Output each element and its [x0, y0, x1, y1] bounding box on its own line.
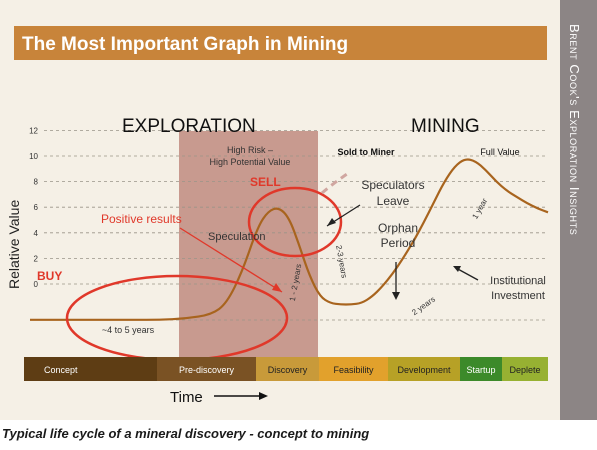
speculators-arrowhead	[327, 218, 336, 226]
phase-label: Discovery	[268, 365, 308, 375]
annotation-label: Positive results	[101, 212, 182, 226]
annotation-label: BUY	[37, 269, 62, 283]
annotation-label: High Potential Value	[210, 157, 291, 167]
title-bar	[14, 26, 547, 60]
annotation-label: Leave	[377, 194, 410, 208]
chart-title: The Most Important Graph in Mining	[22, 34, 348, 55]
phase-label: Development	[397, 365, 451, 375]
annotation-label: Institutional	[490, 275, 546, 287]
annotation-label: Orphan	[378, 221, 418, 235]
y-axis-ticks: 12 10 8 6 4 2 0	[29, 126, 38, 289]
annotation-label: Speculation	[208, 231, 266, 243]
sell-ellipse	[247, 186, 343, 258]
y-tick-label: 8	[34, 178, 39, 187]
y-axis-title: Relative Value	[6, 200, 22, 289]
high-risk-zone	[179, 131, 318, 357]
annotation-arrows	[179, 204, 479, 300]
y-tick-label: 12	[29, 126, 38, 135]
orphan-arrowhead	[392, 292, 400, 300]
phase-label: Concept	[44, 365, 78, 375]
section-header-mining: MINING	[411, 116, 480, 137]
annotation-label: ~4 to 5 years	[102, 325, 155, 335]
positive-results-arrowhead	[272, 283, 282, 292]
positive-results-arrow	[179, 227, 283, 293]
phase-segment	[319, 357, 388, 381]
phase-segment	[502, 357, 548, 381]
y-tick-label: 10	[29, 152, 38, 161]
phase-label: Startup	[466, 365, 495, 375]
y-tick-label: 2	[34, 254, 39, 263]
sell-dashed-arrow	[321, 170, 351, 195]
side-title: Brent Cook's Exploration Insights	[567, 24, 582, 235]
x-axis-title: Time	[170, 389, 203, 406]
phase-segment	[24, 357, 157, 381]
annotation-label: Period	[381, 236, 416, 250]
phase-segment	[460, 357, 502, 381]
y-tick-label: 6	[34, 203, 39, 212]
phase-label: Pre-discovery	[179, 365, 235, 375]
annotation-label: Speculators	[361, 178, 424, 192]
side-bar	[560, 0, 597, 420]
y-tick-label: 0	[34, 280, 39, 289]
gridlines	[44, 129, 548, 321]
annotation-label: Investment	[491, 290, 545, 302]
phase-bar: Concept Pre-discovery Discovery Feasibility…	[24, 357, 548, 381]
institutional-arrow	[455, 267, 479, 281]
y-tick-label: 4	[34, 229, 39, 238]
figure-caption: Typical life cycle of a mineral discover…	[2, 426, 370, 441]
section-header-exploration: EXPLORATION	[122, 116, 256, 137]
phase-segment	[256, 357, 319, 381]
phase-label: Deplete	[509, 365, 540, 375]
phase-label: Feasibility	[333, 365, 374, 375]
annotation-label: Full Value	[480, 147, 519, 157]
institutional-arrowhead	[453, 266, 461, 272]
annotation-label: Sold to Miner	[338, 147, 395, 157]
annotation-label: SELL	[250, 175, 281, 189]
time-arrowhead	[259, 392, 268, 400]
annotations: High Risk – High Potential Value Sold to M…	[37, 145, 546, 335]
phase-segment	[388, 357, 460, 381]
value-curve	[30, 158, 549, 321]
phase-segment	[157, 357, 256, 381]
annotation-label: High Risk –	[227, 145, 273, 155]
